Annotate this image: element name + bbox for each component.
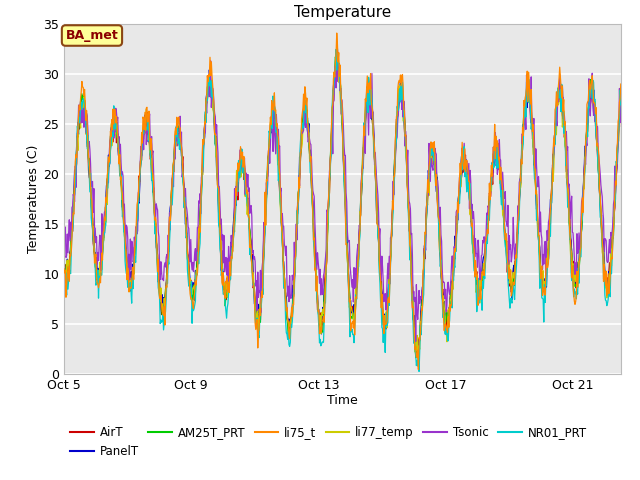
Line: AirT: AirT [64, 60, 637, 357]
PanelT [81, 103, 88, 108]
Tsonic [524, 86, 532, 92]
PanelT [333, 46, 341, 51]
NR01_PRT [385, 302, 393, 308]
Tsonic [300, 128, 307, 133]
li75_t [269, 103, 276, 109]
AirT [385, 280, 393, 286]
NR01_PRT [633, 271, 640, 276]
NR01_PRT [269, 125, 276, 131]
PanelT [385, 281, 393, 287]
li75_t [415, 367, 422, 372]
Line: PanelT: PanelT [64, 48, 637, 355]
AirT [60, 258, 68, 264]
PanelT [60, 263, 68, 268]
PanelT [195, 229, 202, 235]
AirT [524, 92, 532, 98]
li75_t [299, 106, 307, 111]
Tsonic [412, 338, 420, 344]
Tsonic [385, 253, 393, 259]
li75_t [195, 248, 202, 253]
Tsonic [195, 198, 202, 204]
li75_t [633, 259, 640, 264]
AM25T_PRT [333, 53, 341, 59]
li77_temp [81, 104, 88, 109]
Tsonic [633, 232, 640, 238]
Tsonic [207, 58, 214, 64]
li77_temp [60, 253, 68, 259]
Line: li75_t: li75_t [64, 33, 637, 370]
li77_temp [299, 124, 307, 130]
AM25T_PRT [60, 262, 68, 268]
li75_t [385, 300, 393, 305]
NR01_PRT [81, 102, 88, 108]
Tsonic [60, 230, 68, 236]
AM25T_PRT [195, 238, 202, 244]
AM25T_PRT [524, 86, 532, 92]
Line: NR01_PRT: NR01_PRT [64, 49, 637, 372]
li77_temp [524, 93, 532, 98]
AM25T_PRT [412, 355, 420, 360]
AM25T_PRT [299, 118, 307, 123]
li75_t [60, 265, 68, 271]
li77_temp [415, 357, 422, 362]
PanelT [524, 84, 532, 90]
li75_t [333, 30, 340, 36]
AirT [334, 57, 342, 62]
li77_temp [269, 106, 276, 112]
AirT [195, 232, 202, 238]
Line: Tsonic: Tsonic [64, 61, 637, 341]
AirT [81, 97, 88, 103]
AM25T_PRT [81, 98, 88, 104]
Title: Temperature: Temperature [294, 5, 391, 20]
PanelT [413, 352, 421, 358]
Y-axis label: Temperatures (C): Temperatures (C) [28, 145, 40, 253]
PanelT [269, 117, 276, 123]
NR01_PRT [299, 120, 307, 126]
Text: BA_met: BA_met [65, 29, 118, 42]
AirT [269, 105, 276, 111]
AirT [413, 354, 420, 360]
NR01_PRT [415, 369, 423, 374]
AM25T_PRT [385, 274, 393, 280]
Tsonic [269, 148, 277, 154]
li77_temp [385, 276, 393, 282]
NR01_PRT [195, 261, 202, 266]
Line: AM25T_PRT: AM25T_PRT [64, 56, 637, 358]
li75_t [81, 86, 88, 92]
NR01_PRT [332, 47, 340, 52]
AirT [299, 119, 307, 124]
PanelT [299, 120, 307, 126]
NR01_PRT [60, 265, 68, 271]
X-axis label: Time: Time [327, 394, 358, 407]
li77_temp [195, 223, 202, 228]
Tsonic [81, 101, 88, 107]
li75_t [524, 98, 532, 104]
PanelT [633, 263, 640, 268]
AM25T_PRT [633, 275, 640, 280]
li77_temp [633, 272, 640, 278]
AM25T_PRT [269, 109, 276, 115]
li77_temp [333, 50, 340, 56]
Legend: AirT, PanelT, AM25T_PRT, li75_t, li77_temp, Tsonic, NR01_PRT: AirT, PanelT, AM25T_PRT, li75_t, li77_te… [70, 426, 587, 458]
NR01_PRT [524, 99, 532, 105]
Line: li77_temp: li77_temp [64, 53, 637, 360]
AirT [633, 259, 640, 264]
